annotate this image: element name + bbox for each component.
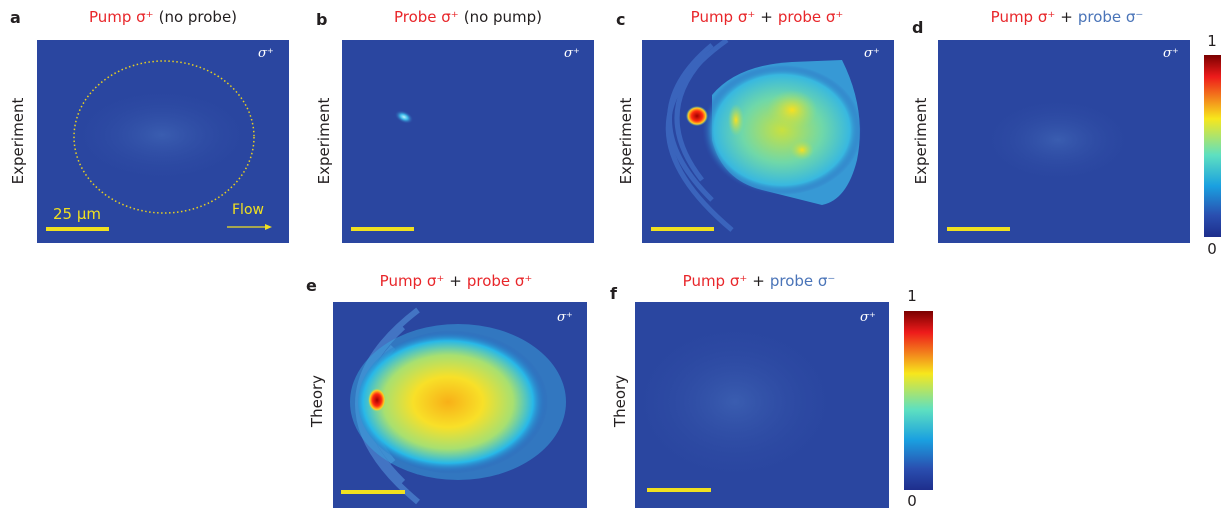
row-label: Experiment [9, 97, 27, 185]
title-part: probe σ⁺ [466, 272, 533, 290]
corner-label: σ⁺ [557, 310, 573, 325]
title-part: + [760, 8, 773, 26]
corner-label: σ⁺ [860, 310, 876, 325]
row-label: Experiment [315, 97, 333, 185]
title-part: Pump σ⁺ [682, 272, 748, 290]
panel-letter: d [912, 18, 924, 37]
colorbar-max: 1 [1207, 32, 1217, 50]
image [37, 40, 289, 243]
title-part: probe σ⁺ [777, 8, 844, 26]
panel-letter: e [306, 276, 317, 295]
panel-letter: b [316, 10, 328, 29]
panel-letter: f [610, 284, 617, 303]
row-label: Theory [308, 374, 326, 428]
title-part: probe σ⁻ [1077, 8, 1144, 26]
corner-label: σ⁺ [864, 46, 880, 61]
row-label: Experiment [617, 97, 635, 185]
title-part: Pump σ⁺ [379, 272, 445, 290]
scale-label: 25 μm [53, 205, 102, 223]
panel-title: Pump σ⁺ + probe σ⁺ [691, 8, 844, 26]
image [642, 40, 894, 243]
image [342, 40, 594, 243]
title-part: Pump σ⁺ [990, 8, 1056, 26]
corner-label: σ⁺ [258, 46, 274, 61]
image [333, 302, 587, 508]
panel-title: Pump σ⁺ + probe σ⁺ [380, 272, 533, 290]
colorbar [1204, 55, 1221, 237]
title-part: Pump σ⁺ [88, 8, 154, 26]
colorbar [904, 311, 933, 490]
corner-label: σ⁺ [1163, 46, 1179, 61]
colorbar-min: 0 [1207, 240, 1217, 258]
title-part: probe σ⁻ [769, 272, 836, 290]
image [635, 302, 889, 508]
panel-title: Probe σ⁺ (no pump) [394, 8, 542, 26]
title-part: (no probe) [158, 8, 238, 26]
title-part: + [1060, 8, 1073, 26]
corner-label: σ⁺ [564, 46, 580, 61]
title-part: Probe σ⁺ [393, 8, 459, 26]
colorbar-max: 1 [907, 287, 917, 305]
panel-letter: a [10, 8, 21, 27]
panel-title: Pump σ⁺ (no probe) [89, 8, 237, 26]
row-label: Theory [611, 374, 629, 428]
panel-letter: c [616, 10, 626, 29]
panel-title: Pump σ⁺ + probe σ⁻ [683, 272, 836, 290]
panel-title: Pump σ⁺ + probe σ⁻ [991, 8, 1144, 26]
image [938, 40, 1190, 243]
title-part: + [752, 272, 765, 290]
flow-label: Flow [232, 202, 264, 218]
colorbar-min: 0 [907, 492, 917, 510]
title-part: + [449, 272, 462, 290]
title-part: Pump σ⁺ [690, 8, 756, 26]
row-label: Experiment [912, 97, 930, 185]
title-part: (no pump) [463, 8, 543, 26]
